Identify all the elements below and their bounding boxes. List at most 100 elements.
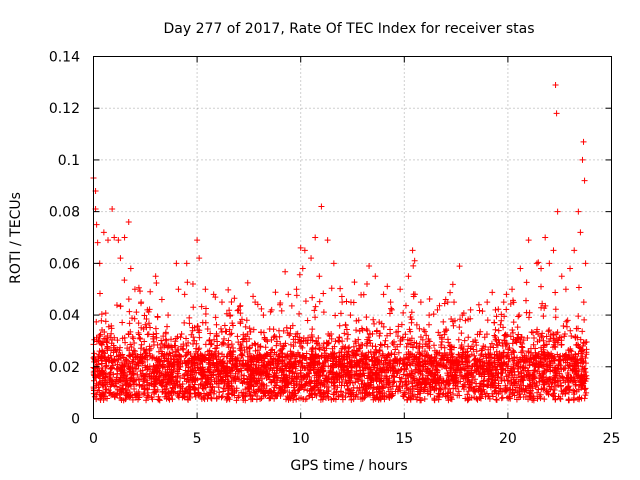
roti-background-point	[405, 394, 412, 401]
chart-title: Day 277 of 2017, Rate Of TEC Index for r…	[163, 21, 534, 37]
roti-background-point	[573, 325, 580, 332]
roti-background-point	[416, 341, 423, 348]
roti-background-point	[300, 375, 307, 382]
roti-background-point	[106, 390, 113, 397]
x-tick-label: 10	[292, 431, 310, 447]
roti-background-point	[156, 397, 163, 404]
roti-background-point	[108, 330, 115, 337]
roti-point	[484, 299, 491, 306]
roti-background-point	[371, 361, 378, 368]
roti-background-point	[546, 327, 553, 334]
roti-background-point	[413, 321, 420, 328]
roti-background-point	[218, 328, 225, 335]
roti-background-point	[158, 353, 165, 360]
roti-background-point	[291, 358, 298, 365]
roti-background-point	[313, 338, 320, 345]
roti-background-point	[489, 289, 496, 296]
roti-background-point	[266, 395, 273, 402]
roti-background-point	[491, 388, 498, 395]
roti-background-point	[465, 383, 472, 390]
roti-background-point	[414, 391, 421, 398]
roti-background-point	[124, 392, 131, 399]
roti-background-point	[541, 351, 548, 358]
roti-background-point	[575, 313, 582, 320]
roti-background-point	[202, 392, 209, 399]
roti-background-point	[101, 382, 108, 389]
roti-background-point	[552, 306, 559, 313]
roti-background-point	[116, 347, 123, 354]
roti-background-point	[160, 376, 167, 383]
roti-background-point	[154, 357, 161, 364]
roti-background-point	[481, 377, 488, 384]
roti-background-point	[333, 389, 340, 396]
roti-point	[546, 260, 553, 267]
roti-background-point	[95, 337, 102, 344]
roti-background-point	[444, 336, 451, 343]
roti-background-point	[425, 352, 432, 359]
roti-background-point	[272, 391, 279, 398]
roti-background-point	[118, 364, 125, 371]
roti-background-point	[277, 340, 284, 347]
roti-background-point	[520, 337, 527, 344]
roti-background-point	[439, 391, 446, 398]
roti-background-point	[220, 360, 227, 367]
roti-point	[579, 156, 586, 163]
roti-background-point	[224, 342, 231, 349]
roti-background-point	[476, 331, 483, 338]
roti-background-point	[350, 396, 357, 403]
roti-background-point	[572, 334, 579, 341]
roti-background-point	[162, 336, 169, 343]
roti-background-point	[458, 330, 465, 337]
roti-background-point	[114, 386, 121, 393]
roti-background-point	[292, 365, 299, 372]
roti-point	[152, 273, 159, 280]
roti-background-point	[222, 366, 229, 373]
roti-background-point	[286, 394, 293, 401]
data-points	[90, 81, 590, 404]
roti-background-point	[539, 300, 546, 307]
roti-background-point	[286, 332, 293, 339]
roti-background-point	[425, 377, 432, 384]
roti-background-point	[225, 394, 232, 401]
roti-background-point	[193, 369, 200, 376]
roti-background-point	[580, 380, 587, 387]
roti-point	[125, 218, 132, 225]
roti-background-point	[258, 329, 265, 336]
roti-background-point	[458, 358, 465, 365]
roti-background-point	[496, 361, 503, 368]
roti-background-point	[129, 358, 136, 365]
roti-point	[138, 299, 145, 306]
roti-background-point	[224, 363, 231, 370]
roti-background-point	[495, 327, 502, 334]
roti-background-point	[236, 368, 243, 374]
roti-background-point	[95, 384, 102, 391]
roti-background-point	[338, 382, 345, 389]
roti-background-point	[156, 374, 163, 381]
roti-background-point	[346, 354, 353, 361]
roti-background-point	[529, 352, 536, 359]
roti-background-point	[484, 317, 491, 324]
roti-background-point	[557, 356, 564, 363]
roti-background-point	[257, 343, 264, 350]
roti-background-point	[229, 387, 236, 394]
roti-background-point	[530, 335, 537, 342]
roti-background-point	[580, 299, 587, 306]
roti-background-point	[358, 351, 365, 358]
roti-background-point	[143, 397, 150, 404]
roti-background-point	[119, 319, 126, 326]
roti-background-point	[169, 349, 176, 356]
roti-background-point	[422, 367, 429, 374]
roti-background-point	[426, 321, 433, 328]
roti-background-point	[495, 390, 502, 397]
roti-background-point	[447, 343, 454, 350]
roti-background-point	[282, 396, 289, 403]
roti-background-point	[494, 342, 501, 349]
roti-background-point	[378, 342, 385, 349]
roti-background-point	[275, 360, 282, 367]
roti-point	[173, 260, 180, 267]
roti-background-point	[221, 380, 228, 387]
roti-background-point	[579, 347, 586, 354]
roti-background-point	[376, 319, 383, 326]
roti-background-point	[431, 396, 438, 403]
roti-background-point	[465, 316, 472, 323]
